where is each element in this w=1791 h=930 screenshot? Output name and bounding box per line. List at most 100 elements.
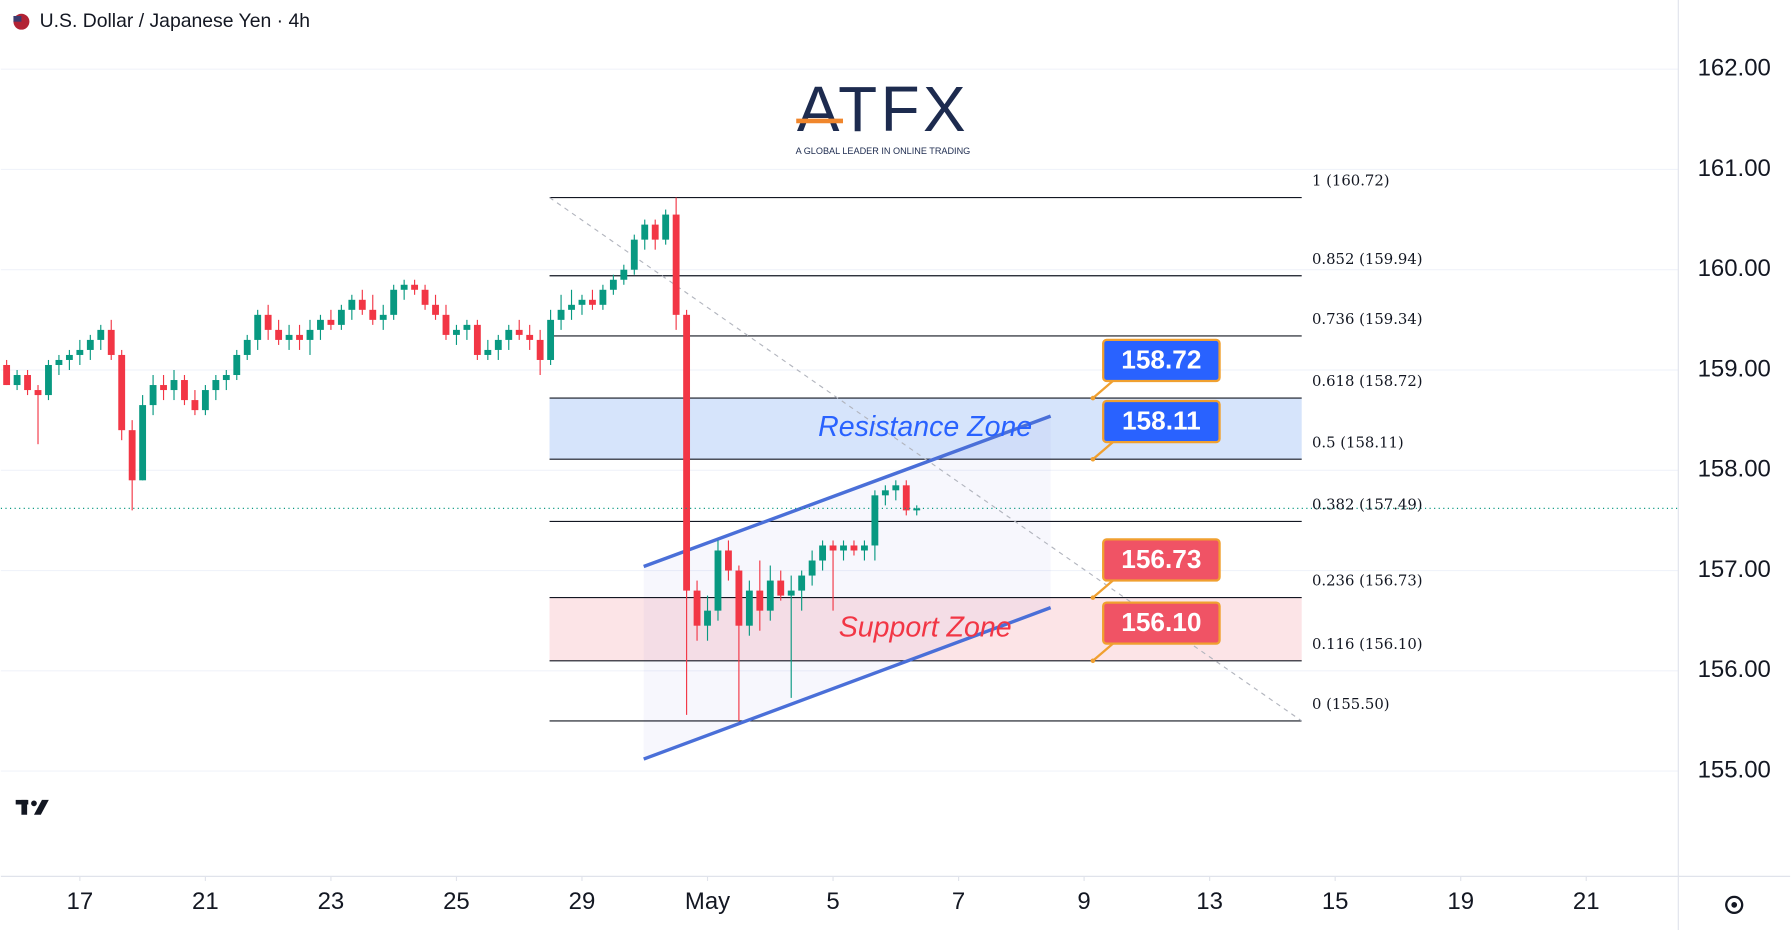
candle-body — [233, 354, 241, 376]
candle-body — [840, 545, 847, 551]
candle-body — [212, 380, 220, 391]
price-label-text: 156.73 — [1121, 544, 1201, 574]
candle-body — [264, 314, 272, 330]
candles-layer — [0, 197, 1679, 721]
candle-body — [97, 329, 105, 340]
candle-body — [787, 590, 795, 596]
y-tick-label: 157.00 — [1698, 556, 1771, 583]
candle-body — [13, 375, 21, 386]
y-tick-label: 162.00 — [1698, 55, 1771, 82]
candle-body — [819, 545, 827, 561]
candle-body — [829, 545, 837, 551]
candle-body — [568, 304, 575, 310]
candle-body — [725, 550, 732, 571]
candle-body — [181, 380, 188, 401]
candle-body — [24, 375, 31, 391]
candle-body — [3, 364, 11, 386]
fib-label: 0.116 (156.10) — [1312, 636, 1423, 653]
price-label-box — [1102, 399, 1221, 444]
y-tick-label: 156.00 — [1698, 656, 1771, 683]
candle-body — [86, 339, 94, 350]
fib-label: 0.736 (159.34) — [1312, 311, 1423, 328]
candle-body — [390, 289, 398, 315]
candle-body — [463, 324, 471, 330]
x-tick-label: 19 — [1447, 888, 1474, 915]
grid-layer — [0, 68, 1679, 881]
candle-body — [902, 485, 910, 511]
y-tick-label: 161.00 — [1698, 155, 1771, 182]
price-label-text: 156.10 — [1121, 607, 1201, 637]
symbol-title: U.S. Dollar / Japanese Yen · 4h — [40, 10, 310, 32]
y-tick-label: 155.00 — [1698, 756, 1771, 783]
candle-body — [777, 580, 785, 596]
x-tick-label: 17 — [67, 888, 94, 915]
candle-body — [526, 334, 534, 340]
x-tick-label: 25 — [443, 888, 470, 915]
fib-label: 0.852 (159.94) — [1312, 251, 1423, 268]
candle-body — [547, 319, 555, 360]
candle-body — [118, 354, 126, 431]
candle-body — [327, 319, 335, 325]
candle-body — [222, 375, 230, 381]
price-label-box — [1102, 338, 1221, 383]
x-tick-label: 13 — [1196, 888, 1223, 915]
candle-body — [913, 508, 921, 511]
fib-label: 0.236 (156.73) — [1312, 573, 1423, 590]
candle-body — [317, 319, 324, 330]
candle-body — [34, 390, 42, 396]
candle-body — [170, 380, 178, 391]
candle-body — [766, 580, 774, 611]
logo-name: ATFX — [797, 73, 969, 145]
channel-line — [643, 606, 1052, 761]
price-label-anchor — [1090, 658, 1096, 664]
price-label-text: 158.72 — [1121, 344, 1201, 374]
fib-label: 0.382 (157.49) — [1312, 496, 1423, 513]
candle-body — [160, 385, 167, 391]
candle-body — [881, 490, 889, 496]
candle-body — [473, 324, 481, 355]
zone-label: Resistance Zone — [818, 411, 1032, 443]
candle-body — [358, 299, 366, 310]
candle-body — [620, 269, 628, 280]
candle-body — [609, 279, 617, 290]
candle-body — [453, 329, 460, 335]
x-tick-label: 5 — [826, 888, 839, 915]
fib-trend-line — [549, 197, 1303, 722]
candle-body — [400, 284, 408, 290]
x-tick-label: 21 — [192, 888, 219, 915]
fib-label: 0.5 (158.11) — [1312, 434, 1404, 451]
candle-body — [630, 239, 638, 270]
channel-line — [643, 414, 1052, 569]
settings-icon[interactable] — [1725, 895, 1744, 915]
candle-body — [55, 359, 63, 365]
x-tick-label: May — [685, 888, 730, 915]
candle-body — [745, 590, 753, 626]
flag-icon — [13, 13, 30, 30]
candle-body — [662, 214, 670, 240]
candle-body — [128, 430, 136, 481]
y-tick-label: 158.00 — [1698, 456, 1771, 483]
y-tick-label: 160.00 — [1698, 255, 1771, 282]
candle-body — [735, 570, 743, 626]
candle-body — [285, 334, 293, 340]
candle-body — [107, 329, 115, 355]
candle-body — [149, 385, 157, 406]
candle-body — [505, 329, 513, 340]
candle-body — [651, 224, 659, 240]
candle-body — [45, 364, 52, 396]
candle-body — [599, 289, 607, 305]
candle-body — [892, 485, 900, 491]
candle-body — [589, 299, 596, 305]
candle-body — [421, 289, 429, 305]
y-tick-label: 159.00 — [1698, 355, 1771, 382]
fib-label: 0.618 (158.72) — [1312, 373, 1423, 390]
price-label-box — [1102, 601, 1221, 645]
candle-body — [850, 545, 858, 551]
candle-body — [243, 339, 251, 355]
candle-body — [65, 354, 73, 360]
candle-body — [296, 334, 303, 340]
candle-body — [275, 329, 283, 340]
candle-body — [756, 590, 764, 611]
candle-body — [139, 405, 147, 481]
